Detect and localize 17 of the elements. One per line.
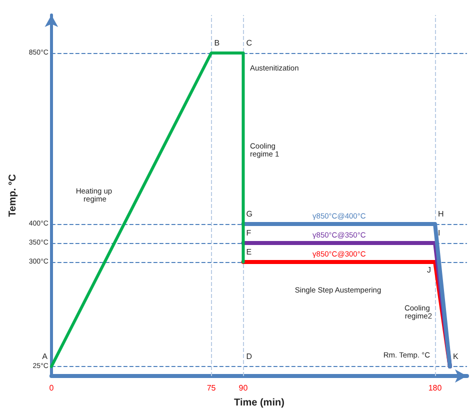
annotation: A [42,352,48,361]
annotation: E [246,248,252,256]
annotation: B [214,38,220,48]
annotation: D [246,352,252,361]
x-tick-label: 75 [206,384,216,392]
x-tick-label: 180 [428,384,442,392]
annotation: I [438,228,440,238]
annotation: K [452,352,459,361]
annotation: C [246,38,252,48]
y-axis-title: Temp. °C [8,174,18,217]
x-tick-label: 90 [238,384,248,392]
annotation: J [427,266,432,274]
annotation: H [438,210,444,218]
annotation: F [246,228,252,238]
x-axis-title: Time (min) [234,398,284,408]
annotation: G [246,210,252,218]
x-tick-label: 0 [49,384,54,392]
